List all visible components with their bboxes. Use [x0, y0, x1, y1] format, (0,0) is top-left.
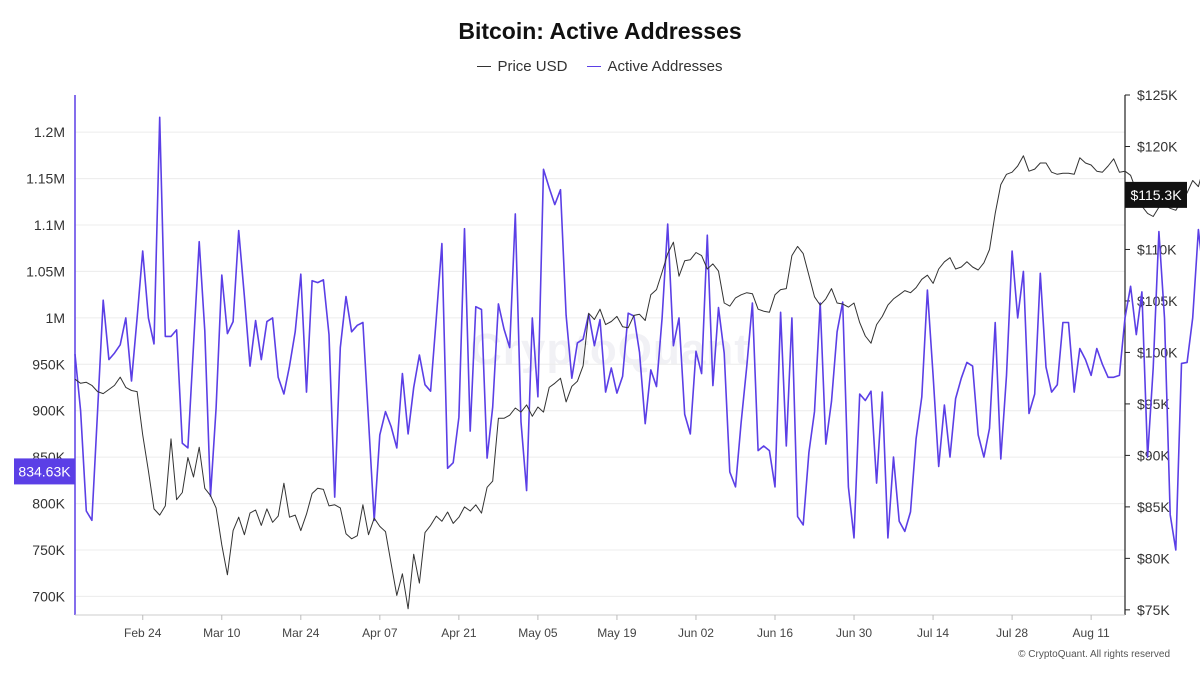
y-left-tick-label: 950K [32, 356, 65, 372]
legend-swatch-active-addresses [587, 66, 602, 67]
y-left-tick-label: 700K [32, 588, 65, 604]
current-value-label-right: $115.3K [1130, 187, 1182, 203]
x-tick-label: Jun 02 [678, 626, 714, 640]
chart-title: Bitcoin: Active Addresses [458, 18, 742, 44]
legend-label-active-addresses: Active Addresses [607, 58, 723, 75]
y-left-tick-label: 800K [32, 496, 65, 512]
current-value-badge-left [14, 458, 75, 485]
y-right-tick-label: $80K [1137, 550, 1170, 566]
y-left-tick-label: 750K [32, 542, 65, 558]
y-right-tick-label: $85K [1137, 499, 1170, 515]
y-right-tick-label: $95K [1137, 396, 1170, 412]
x-tick-label: Feb 24 [124, 626, 162, 640]
series-line-price [74, 155, 1200, 610]
y-left-tick-label: 1.05M [26, 263, 65, 279]
current-value-label-left: 834.63K [18, 463, 71, 479]
y-left-tick-label: 900K [32, 403, 65, 419]
x-tick-label: Apr 21 [441, 626, 477, 640]
legend-swatch-price [477, 66, 492, 67]
x-tick-label: Jun 30 [836, 626, 872, 640]
y-left-tick-label: 1.2M [34, 124, 65, 140]
x-tick-label: Jun 16 [757, 626, 793, 640]
legend: Price USD Active Addresses [0, 58, 1200, 75]
y-right-tick-label: $100K [1137, 344, 1178, 360]
legend-item-active-addresses[interactable]: Active Addresses [587, 58, 723, 75]
y-right-tick-label: $120K [1137, 138, 1178, 154]
y-left-tick-label: 1M [46, 310, 65, 326]
x-tick-label: May 19 [597, 626, 637, 640]
y-right-tick-label: $105K [1137, 293, 1178, 309]
current-value-badge-right [1125, 181, 1187, 208]
x-tick-label: Aug 11 [1073, 626, 1110, 640]
x-tick-label: May 05 [518, 626, 558, 640]
series-line-active-addresses [74, 116, 1200, 551]
y-right-tick-label: $125K [1137, 87, 1178, 103]
y-right-tick-label: $110K [1137, 241, 1177, 257]
y-left-tick-label: 1.1M [34, 217, 65, 233]
x-tick-label: Jul 28 [996, 626, 1028, 640]
x-tick-label: Mar 10 [203, 626, 241, 640]
y-left-tick-label: 1.15M [26, 171, 65, 187]
legend-item-price[interactable]: Price USD [477, 58, 567, 75]
x-tick-label: Mar 24 [282, 626, 320, 640]
x-tick-label: Jul 14 [917, 626, 949, 640]
y-right-tick-label: $90K [1137, 447, 1170, 463]
x-tick-label: Apr 07 [362, 626, 398, 640]
copyright-footer: © CryptoQuant. All rights reserved [1018, 649, 1170, 660]
legend-label-price: Price USD [497, 58, 568, 75]
y-right-tick-label: $75K [1137, 602, 1170, 618]
